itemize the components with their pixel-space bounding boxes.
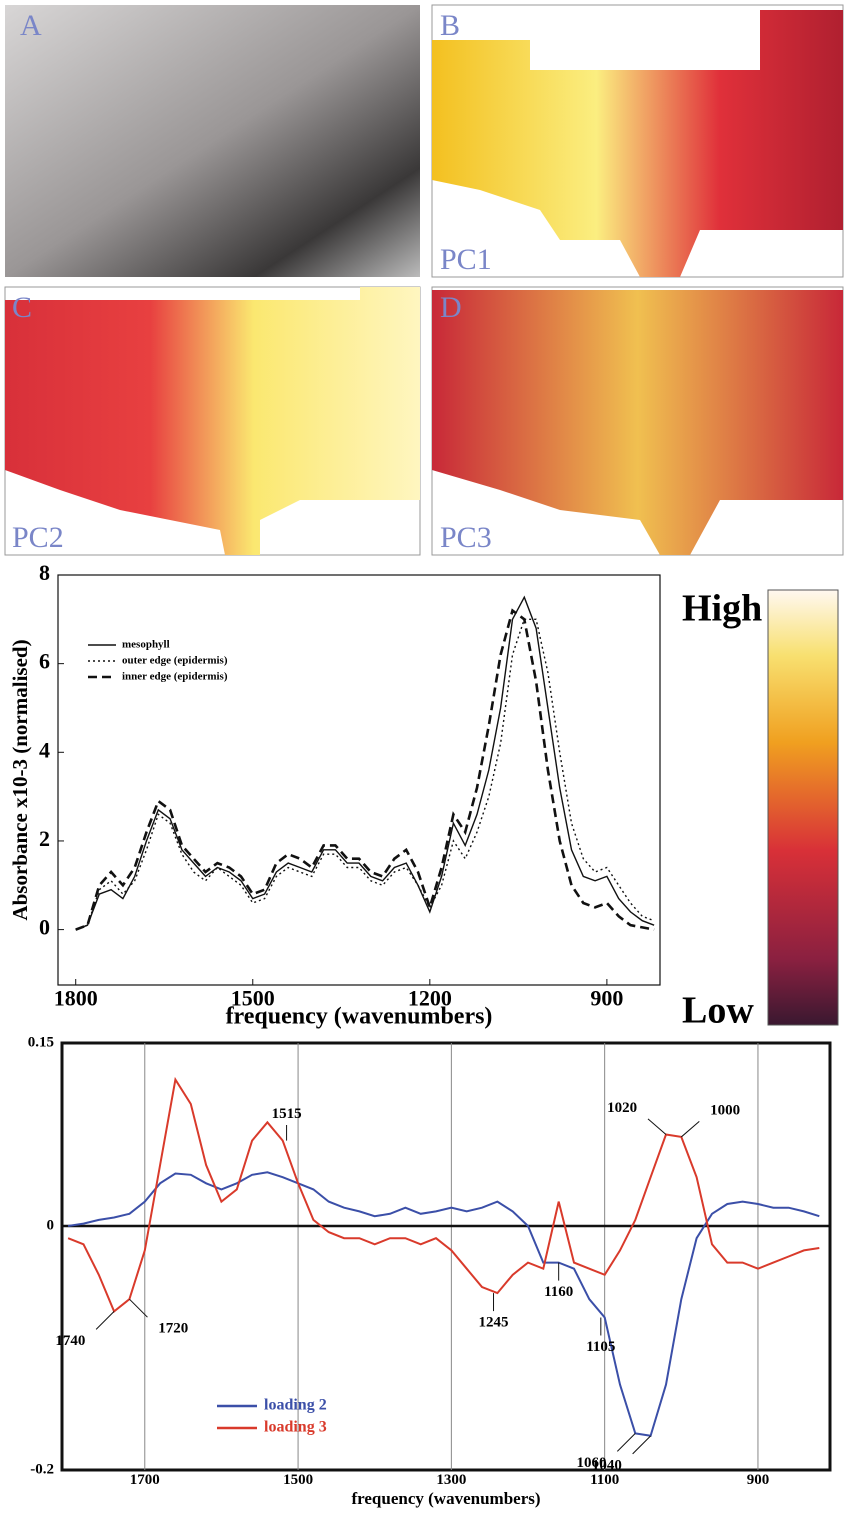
annotation: 1105 [586,1339,615,1355]
series-line [75,595,655,931]
x-tick-label: 1700 [130,1472,160,1488]
chart: 1800 1500 1200 900 0 2 4 6 8 frequency (wavenumbe… [8,560,661,1030]
x-tick-label: 1500 [283,1472,313,1488]
annotation: 1740 [55,1333,85,1349]
annotation-leader [680,1120,700,1138]
annotation: 1515 [272,1106,302,1122]
annotation-leader [129,1298,148,1318]
panel-label: B [440,9,460,42]
x-tick-label: 900 [590,985,623,1010]
y-tick-label: -0.2 [30,1461,54,1477]
annotation-leader [632,1435,652,1455]
panel-label: A [20,9,42,42]
colorbar: High Low [682,588,839,1032]
y-tick-label: 8 [39,560,50,585]
y-tick-label: 0 [39,915,50,940]
panel-d: D PC3 [431,286,844,556]
panel-caption: PC2 [12,521,64,554]
annotation: 1720 [158,1321,188,1337]
x-tick-label: 1500 [231,985,275,1010]
annotation-leader [616,1433,636,1452]
panel-c: C PC2 [4,286,421,556]
plot-frame [57,574,661,986]
heatmap [5,287,420,555]
y-tick-label: 0.15 [28,1034,54,1050]
legend-label: outer edge (epidermis) [122,655,228,667]
series-line [67,1076,820,1314]
colorbar-high: High [682,588,762,630]
legend-label: loading 3 [264,1419,327,1436]
colorbar-gradient [767,589,839,1026]
x-tick-label: 1800 [54,985,98,1010]
heatmap [432,10,843,277]
x-tick-label: 1300 [436,1472,466,1488]
annotation: 1160 [544,1284,573,1300]
y-axis-label: Absorbance x10-3 (normalised) [8,639,32,920]
plot-frame [60,1041,832,1472]
series-line [75,618,655,931]
colorbar-low: Low [682,990,754,1032]
panel-label: D [440,291,462,324]
series-line [75,608,655,931]
annotation: 1020 [607,1100,637,1116]
annotation-leader [647,1118,667,1135]
panel-caption: PC1 [440,243,492,276]
x-axis-label: frequency (wavenumbers) [226,1004,493,1030]
chart: 1700 1500 1300 1100 900 -0.2 0 0.15 frequency (w… [28,1034,832,1508]
annotation: 1000 [710,1102,740,1118]
x-tick-label: 1100 [590,1472,619,1488]
panel-a: A [5,5,420,277]
panel-label: C [12,291,32,324]
y-tick-label: 2 [39,826,50,851]
annotation: 1040 [592,1457,622,1473]
legend-label: mesophyll [122,639,170,651]
series-line [67,1171,820,1437]
x-axis-label: frequency (wavenumbers) [351,1489,540,1508]
x-tick-label: 900 [747,1472,770,1488]
annotation: 1245 [479,1315,509,1331]
annotation-leader [95,1311,115,1330]
panel-b: B PC1 [431,4,844,278]
panel-caption: PC3 [440,521,492,554]
y-tick-label: 0 [47,1217,55,1233]
y-tick-label: 6 [39,649,50,674]
heatmap [432,290,843,555]
micrograph [5,5,420,277]
legend-label: inner edge (epidermis) [122,671,228,683]
x-tick-label: 1200 [408,985,452,1010]
annotation: 1060 [577,1455,607,1471]
legend-label: loading 2 [264,1397,327,1414]
y-tick-label: 4 [39,737,50,762]
